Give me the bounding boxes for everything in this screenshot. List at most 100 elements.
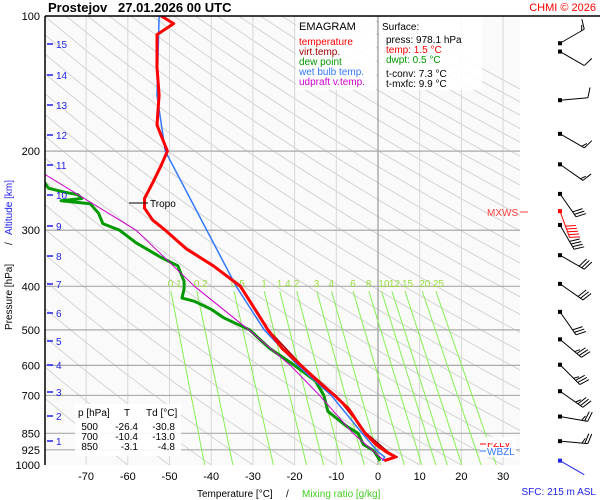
wind-barb bbox=[558, 131, 593, 149]
dry-adiabat bbox=[45, 53, 520, 371]
barb-feather bbox=[578, 349, 589, 356]
barb-station-dot bbox=[558, 209, 562, 214]
barb-staff bbox=[559, 390, 584, 408]
y-tick-label: 300 bbox=[22, 225, 40, 237]
altitude-label: 7 bbox=[56, 280, 62, 291]
wind-barb bbox=[558, 87, 591, 103]
barb-feather bbox=[577, 377, 588, 383]
table-cell: -30.8 bbox=[152, 422, 175, 433]
mixing-ratio-line bbox=[391, 290, 448, 465]
mixing-ratio-line bbox=[331, 291, 382, 465]
mixing-ratio-label: 25 bbox=[433, 279, 445, 290]
dry-adiabat bbox=[45, 34, 520, 352]
mixing-ratio-line bbox=[296, 291, 343, 465]
legend-title: EMAGRAM bbox=[299, 21, 356, 33]
table-header-t: T bbox=[124, 408, 130, 419]
mixing-ratio-label: 1.4 bbox=[277, 279, 291, 290]
mixing-ratio-label: 2 bbox=[294, 279, 300, 290]
altitude-label: 15 bbox=[56, 40, 68, 51]
y-axis-title: Pressure [hPa] bbox=[4, 264, 15, 330]
barb-feather bbox=[566, 227, 577, 230]
wind-barb bbox=[558, 389, 592, 408]
dry-adiabat bbox=[152, 16, 520, 248]
barb-feather bbox=[572, 208, 583, 213]
surface-tmxfc: t-mxfc: 9.9 °C bbox=[386, 79, 447, 90]
barb-feather bbox=[584, 411, 590, 422]
barb-staff bbox=[559, 364, 581, 385]
table-cell: 700 bbox=[81, 432, 98, 443]
altitude-label: 8 bbox=[56, 252, 62, 263]
svg-text:/: / bbox=[4, 242, 15, 245]
wind-barb bbox=[558, 458, 585, 476]
barb-feather bbox=[581, 18, 585, 30]
barb-station-dot bbox=[558, 98, 562, 103]
fzlv-label: FZLV bbox=[487, 439, 511, 450]
y-axis-title-altitude: Altitude [km] bbox=[4, 180, 15, 235]
dry-adiabat bbox=[216, 16, 520, 201]
x-tick-label: -20 bbox=[287, 471, 303, 483]
altitude-label: 12 bbox=[56, 131, 68, 142]
barb-station-dot bbox=[558, 281, 562, 286]
wind-barbs bbox=[558, 18, 593, 476]
x-tick-label: 30 bbox=[497, 471, 509, 483]
mixing-ratio-line bbox=[279, 291, 325, 465]
barb-staff bbox=[559, 338, 582, 358]
wind-barb bbox=[558, 362, 590, 385]
barb-staff bbox=[559, 283, 584, 301]
barb-feather bbox=[569, 236, 581, 238]
legend-wet-bulb: wet bulb temp. bbox=[298, 67, 364, 78]
barb-station-dot bbox=[558, 337, 562, 342]
barb-feather bbox=[587, 411, 593, 422]
dry-adiabat bbox=[65, 16, 520, 315]
barb-feather bbox=[568, 233, 580, 236]
dry-adiabat bbox=[87, 16, 520, 298]
mixing-ratio-line bbox=[380, 290, 437, 465]
dry-adiabat bbox=[130, 16, 520, 264]
barb-station-dot bbox=[558, 191, 562, 196]
series-wet-bulb-temp bbox=[156, 16, 386, 462]
barb-staff bbox=[559, 163, 584, 181]
barb-feather bbox=[567, 230, 578, 233]
y-tick-label: 500 bbox=[22, 325, 40, 337]
y-tick-label: 100 bbox=[22, 11, 40, 23]
mixing-ratio-label: 8 bbox=[366, 279, 372, 290]
mixing-ratio-line bbox=[263, 291, 308, 465]
dry-adiabat bbox=[173, 16, 520, 232]
x-axis-title: Temperature [°C] bbox=[197, 489, 273, 500]
series-layer bbox=[45, 16, 398, 463]
barb-staff bbox=[559, 28, 585, 44]
mixing-ratio-label: 1 bbox=[261, 279, 267, 290]
altitude-label: 3 bbox=[56, 388, 62, 399]
x-axis-title-mixing: Mixing ratio [g/kg] bbox=[302, 489, 381, 500]
table-header-p: p [hPa] bbox=[78, 408, 110, 419]
barb-feather bbox=[575, 213, 587, 218]
barb-staff bbox=[559, 97, 588, 101]
mixing-ratio-label: 12 bbox=[389, 279, 401, 290]
mixing-ratio-line bbox=[233, 291, 274, 465]
altitude-label: 2 bbox=[56, 412, 62, 423]
grid: 0.1 0.2 0.5 1 1.4 2 3 4 6 8 10 12 15 20 25 bbox=[45, 16, 520, 465]
y-tick-label: 1000 bbox=[16, 460, 40, 472]
x-tick-label: -40 bbox=[203, 471, 219, 483]
altitude-label: 11 bbox=[56, 161, 67, 172]
barb-feather bbox=[574, 349, 581, 353]
mixing-ratio-label: 15 bbox=[402, 279, 414, 290]
wbzl-label: WBZL bbox=[487, 447, 515, 458]
wind-barb bbox=[558, 191, 587, 218]
altitude-label: 6 bbox=[56, 309, 62, 320]
mixing-ratio-label: 0.1 bbox=[168, 279, 182, 290]
y-tick-label: 400 bbox=[22, 281, 40, 293]
mixing-ratio-label: 3 bbox=[314, 279, 320, 290]
barb-station-dot bbox=[558, 49, 562, 54]
barb-feather bbox=[577, 289, 587, 297]
table-header-td: Td [°C] bbox=[146, 408, 177, 419]
barb-feather bbox=[583, 58, 593, 66]
dry-adiabat bbox=[45, 16, 520, 333]
legend-virt-temp: virt.temp. bbox=[299, 47, 340, 58]
barb-feather bbox=[587, 433, 593, 444]
surface-temp: temp: 1.5 °C bbox=[386, 45, 442, 56]
x-tick-label: -30 bbox=[245, 471, 261, 483]
barb-feather bbox=[583, 261, 593, 270]
